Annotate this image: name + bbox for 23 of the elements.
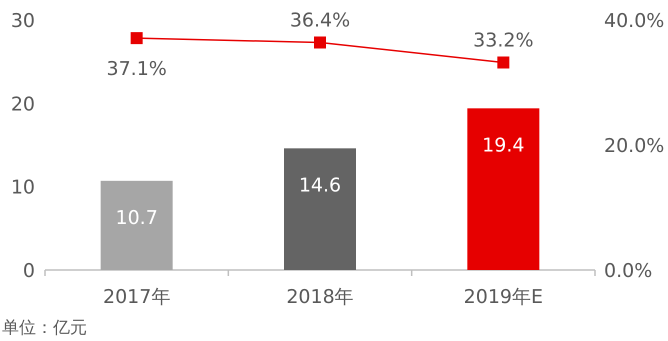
bar	[100, 180, 173, 270]
data-label: 33.2%	[473, 30, 534, 52]
y2-tick-label: 0.0%	[604, 260, 652, 282]
bar	[467, 108, 540, 270]
x-tick-label: 2018年	[286, 286, 354, 308]
data-label: 10.7	[116, 206, 158, 229]
bar	[284, 148, 356, 270]
y-tick-label: 30	[10, 10, 35, 32]
point	[314, 36, 326, 48]
y-tick-label: 10	[10, 176, 35, 199]
y2-tick-label: 20.0%	[604, 135, 664, 157]
point	[130, 32, 143, 44]
y-tick-label: 20	[10, 93, 35, 116]
data-label: 14.6	[298, 174, 342, 196]
x-tick-label: 2019年E	[464, 286, 544, 308]
y2-tick-label: 40.0%	[604, 10, 664, 32]
y-tick-label: 0	[22, 260, 35, 282]
data-label: 19.4	[482, 134, 524, 156]
data-label: 36.4%	[290, 10, 350, 32]
text: 单位：亿元	[2, 318, 87, 338]
point	[497, 56, 510, 68]
x-tick-label: 2017年	[102, 286, 170, 308]
data-label: 37.1%	[106, 58, 167, 80]
